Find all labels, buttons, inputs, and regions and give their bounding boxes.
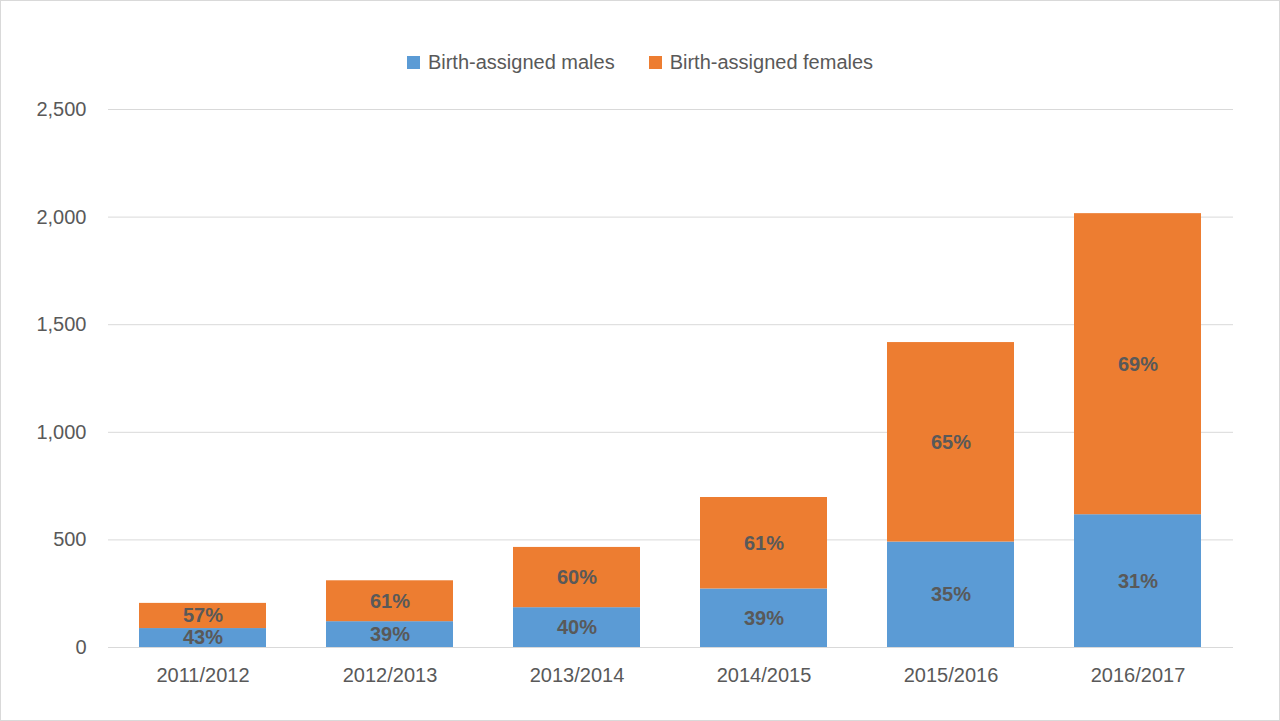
svg-text:39%: 39% [370, 623, 410, 645]
svg-text:0: 0 [75, 636, 86, 658]
svg-text:40%: 40% [557, 616, 597, 638]
html-text:Birth-assigned females: Birth-assigned females [669, 51, 874, 73]
svg-text:1,500: 1,500 [36, 313, 86, 335]
html-text:Birth-assigned males: Birth-assigned males [427, 51, 615, 73]
svg-text:61%: 61% [744, 532, 784, 554]
svg-text:69%: 69% [1118, 353, 1158, 375]
svg-text:2016/2017: 2016/2017 [1091, 664, 1186, 686]
svg-text:61%: 61% [370, 590, 410, 612]
svg-text:1,000: 1,000 [36, 421, 86, 443]
svg-text:2013/2014: 2013/2014 [530, 664, 625, 686]
svg-text:2,000: 2,000 [36, 206, 86, 228]
svg-text:57%: 57% [183, 604, 223, 626]
svg-text:35%: 35% [931, 583, 971, 605]
svg-text:2012/2013: 2012/2013 [343, 664, 438, 686]
svg-text:2,500: 2,500 [36, 98, 86, 120]
svg-text:2014/2015: 2014/2015 [717, 664, 812, 686]
svg-text:2015/2016: 2015/2016 [904, 664, 999, 686]
svg-text:31%: 31% [1118, 570, 1158, 592]
svg-text:500: 500 [53, 528, 86, 550]
svg-text:39%: 39% [744, 607, 784, 629]
svg-text:60%: 60% [557, 566, 597, 588]
svg-text:43%: 43% [183, 626, 223, 648]
svg-text:65%: 65% [931, 431, 971, 453]
svg-text:2011/2012: 2011/2012 [156, 664, 249, 686]
